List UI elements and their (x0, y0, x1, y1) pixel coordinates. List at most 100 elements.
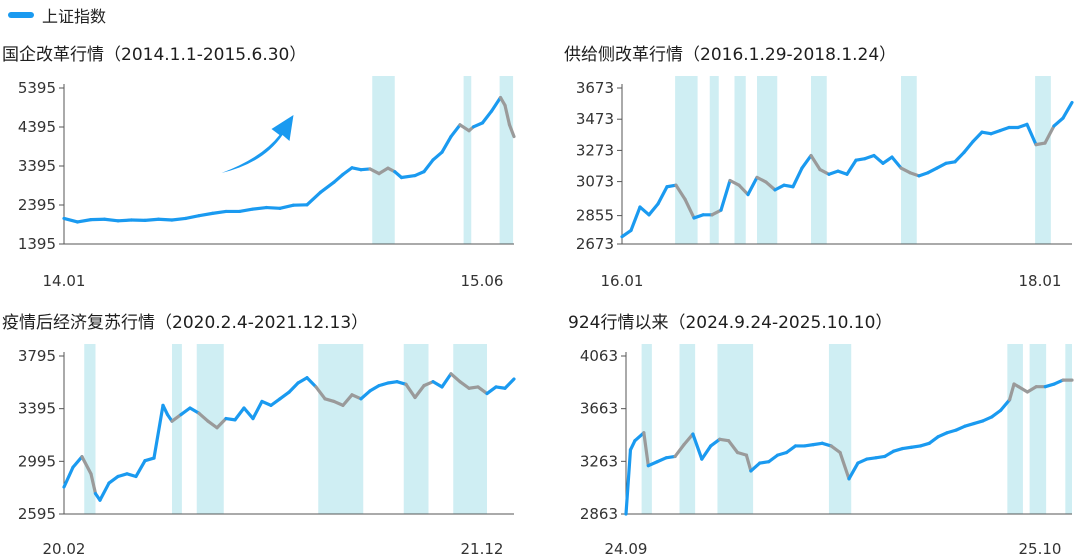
series-segment (746, 175, 759, 197)
series-segment (710, 208, 723, 217)
shaded-period-1 (372, 76, 395, 244)
series-segment (633, 431, 646, 443)
series-segment (161, 403, 170, 417)
series-segment (847, 461, 860, 481)
series-segment (489, 95, 503, 113)
x-tick-label: 14.01 (43, 272, 86, 290)
series-segment (431, 150, 444, 162)
series-segment (332, 172, 345, 184)
series-segment (999, 398, 1012, 412)
series-segment (143, 217, 161, 223)
series-segment (971, 130, 984, 144)
series-segment (927, 435, 940, 445)
shaded-period-7 (1035, 76, 1051, 244)
series-segment (71, 455, 84, 469)
series-segment (341, 393, 354, 407)
series-segment (709, 437, 722, 448)
y-tick-label: 4395 (18, 118, 56, 136)
series-segment (269, 397, 282, 407)
series-segment (890, 155, 903, 170)
series-segment (102, 217, 120, 223)
series-segment (503, 377, 516, 390)
series-segment (655, 456, 668, 464)
series-segment (962, 139, 975, 155)
shaded-period-3 (717, 344, 754, 514)
series-segment (237, 207, 255, 214)
chart-panel-3: 疫情后经济复苏行情（2020.2.4-2021.12.13） 2595 2995 33… (2, 313, 516, 558)
shaded-period-1 (675, 76, 698, 244)
shaded-period-5 (811, 76, 827, 244)
series-segment (737, 183, 750, 197)
series-segment (818, 167, 831, 176)
series-segment (1007, 382, 1016, 402)
series-segment (359, 389, 372, 401)
legend-label: 上证指数 (42, 7, 107, 26)
y-tick-label: 2855 (576, 207, 614, 225)
series-segment (62, 216, 80, 224)
series-segment (954, 424, 967, 432)
series-segment (646, 460, 659, 468)
shaded-period-4 (757, 76, 778, 244)
series-segment (719, 178, 732, 212)
series-segment (287, 381, 300, 394)
series-segment (744, 453, 753, 473)
series-segment (953, 150, 966, 164)
series-segment (845, 158, 858, 176)
series-segment (404, 382, 417, 400)
series-segment (314, 385, 327, 401)
y-tick-label: 2863 (580, 505, 618, 523)
series-segment (242, 406, 255, 421)
series-segment (764, 180, 777, 192)
series-segment (422, 158, 435, 174)
series-segment (134, 459, 147, 479)
series-segment (749, 461, 762, 473)
series-segment (773, 183, 786, 192)
series-segment (981, 415, 994, 423)
series-segment (476, 385, 489, 396)
series-segment (1025, 122, 1038, 147)
series-segment (156, 217, 174, 222)
series-segment (62, 465, 75, 489)
series-segment (440, 134, 453, 154)
shaded-period-2 (679, 344, 696, 514)
series-segment (480, 109, 494, 125)
series-segment (755, 175, 768, 184)
series-segment (206, 419, 219, 430)
x-tick-label: 15.06 (461, 272, 504, 290)
series-segment (791, 166, 804, 189)
series-segment (838, 450, 851, 481)
series-segment (628, 439, 637, 452)
shaded-period-2 (709, 76, 719, 244)
series-segment (98, 481, 111, 502)
series-segment (638, 205, 651, 217)
series-segment (399, 173, 417, 180)
series-segment (251, 399, 264, 421)
x-tick-label: 16.01 (601, 272, 644, 290)
series-segment (368, 384, 381, 393)
y-tick-label: 2395 (18, 196, 56, 214)
series-segment (449, 123, 462, 139)
series-segment (278, 390, 291, 401)
y-tick-label: 3795 (18, 347, 56, 365)
series-segment (647, 202, 660, 217)
series-segment (368, 167, 381, 176)
y-tick-label: 2595 (18, 505, 56, 523)
series-segment (89, 472, 98, 496)
y-tick-label: 3473 (576, 110, 614, 128)
series-segment (883, 449, 896, 459)
series-segment (233, 406, 246, 422)
series-segment (197, 211, 215, 218)
y-tick-label: 3395 (18, 400, 56, 418)
y-tick-label: 3395 (18, 157, 56, 175)
series-segment (170, 412, 183, 423)
series-segment (1052, 116, 1065, 128)
series-segment (485, 385, 498, 396)
series-segment (629, 205, 642, 233)
series-segment (107, 474, 120, 485)
series-segment (278, 203, 296, 210)
series-segment (449, 372, 462, 384)
series-segment (800, 153, 813, 170)
chart-panel-1: 国企改革行情（2014.1.1-2015.6.30） 1395 2395 3395 43… (2, 45, 516, 290)
series-segment (305, 376, 318, 389)
